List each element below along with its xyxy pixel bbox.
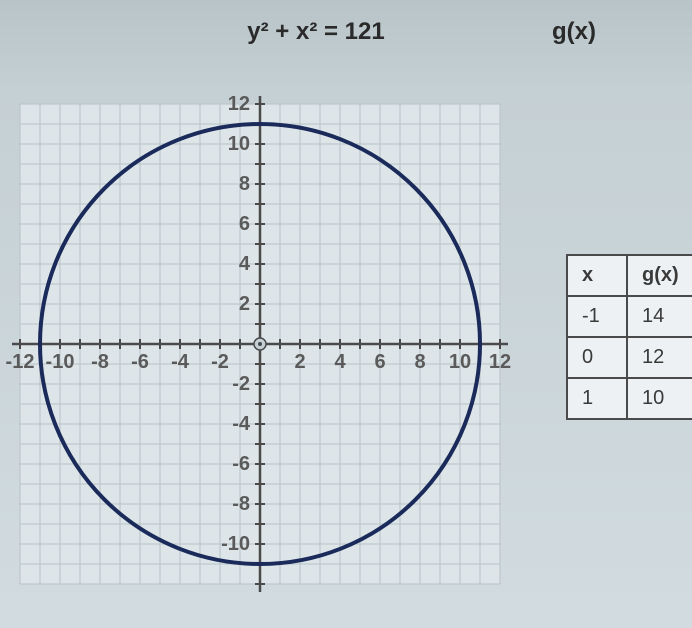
table-cell: 12 bbox=[627, 337, 692, 378]
table-header-row: x g(x) bbox=[567, 255, 692, 296]
svg-text:2: 2 bbox=[294, 351, 305, 373]
gx-label: g(x) bbox=[552, 18, 692, 46]
table-cell: 0 bbox=[567, 337, 627, 378]
svg-text:10: 10 bbox=[228, 133, 250, 155]
svg-text:-4: -4 bbox=[171, 351, 190, 373]
col-gx: g(x) bbox=[627, 255, 692, 296]
table-cell: -1 bbox=[567, 296, 627, 337]
table-cell: 10 bbox=[627, 378, 692, 419]
circle-chart: -12 -10 -8 -6 -4 -2 2 4 6 8 10 12 12 10 8 6 4 2 -2 -4 -6 -8 -1… bbox=[0, 64, 560, 624]
svg-text:2: 2 bbox=[239, 293, 250, 315]
chart-svg: -12 -10 -8 -6 -4 -2 2 4 6 8 10 12 12 10 8 6 4 2 -2 -4 -6 -8 -1… bbox=[0, 64, 560, 624]
svg-text:10: 10 bbox=[449, 351, 471, 373]
svg-text:-4: -4 bbox=[232, 413, 251, 435]
table-cell: 14 bbox=[627, 296, 692, 337]
svg-text:-6: -6 bbox=[232, 453, 250, 475]
svg-text:-10: -10 bbox=[46, 351, 75, 373]
svg-text:6: 6 bbox=[374, 351, 385, 373]
table-row: 012 bbox=[567, 337, 692, 378]
svg-text:-8: -8 bbox=[91, 351, 109, 373]
table-row: -114 bbox=[567, 296, 692, 337]
col-x: x bbox=[567, 255, 627, 296]
svg-text:-2: -2 bbox=[232, 373, 250, 395]
svg-text:-10: -10 bbox=[221, 533, 250, 555]
svg-text:12: 12 bbox=[489, 351, 511, 373]
table-row: 110 bbox=[567, 378, 692, 419]
equation-text: y² + x² = 121 bbox=[0, 18, 552, 46]
table-cell: 1 bbox=[567, 378, 627, 419]
svg-text:6: 6 bbox=[239, 213, 250, 235]
svg-text:-2: -2 bbox=[211, 351, 229, 373]
svg-text:8: 8 bbox=[414, 351, 425, 373]
svg-text:4: 4 bbox=[239, 253, 251, 275]
svg-text:12: 12 bbox=[228, 93, 250, 115]
svg-text:4: 4 bbox=[334, 351, 346, 373]
svg-text:-6: -6 bbox=[131, 351, 149, 373]
gx-table: x g(x) -114012110 bbox=[566, 254, 692, 420]
svg-text:-8: -8 bbox=[232, 493, 250, 515]
svg-text:8: 8 bbox=[239, 173, 250, 195]
svg-text:-12: -12 bbox=[6, 351, 35, 373]
